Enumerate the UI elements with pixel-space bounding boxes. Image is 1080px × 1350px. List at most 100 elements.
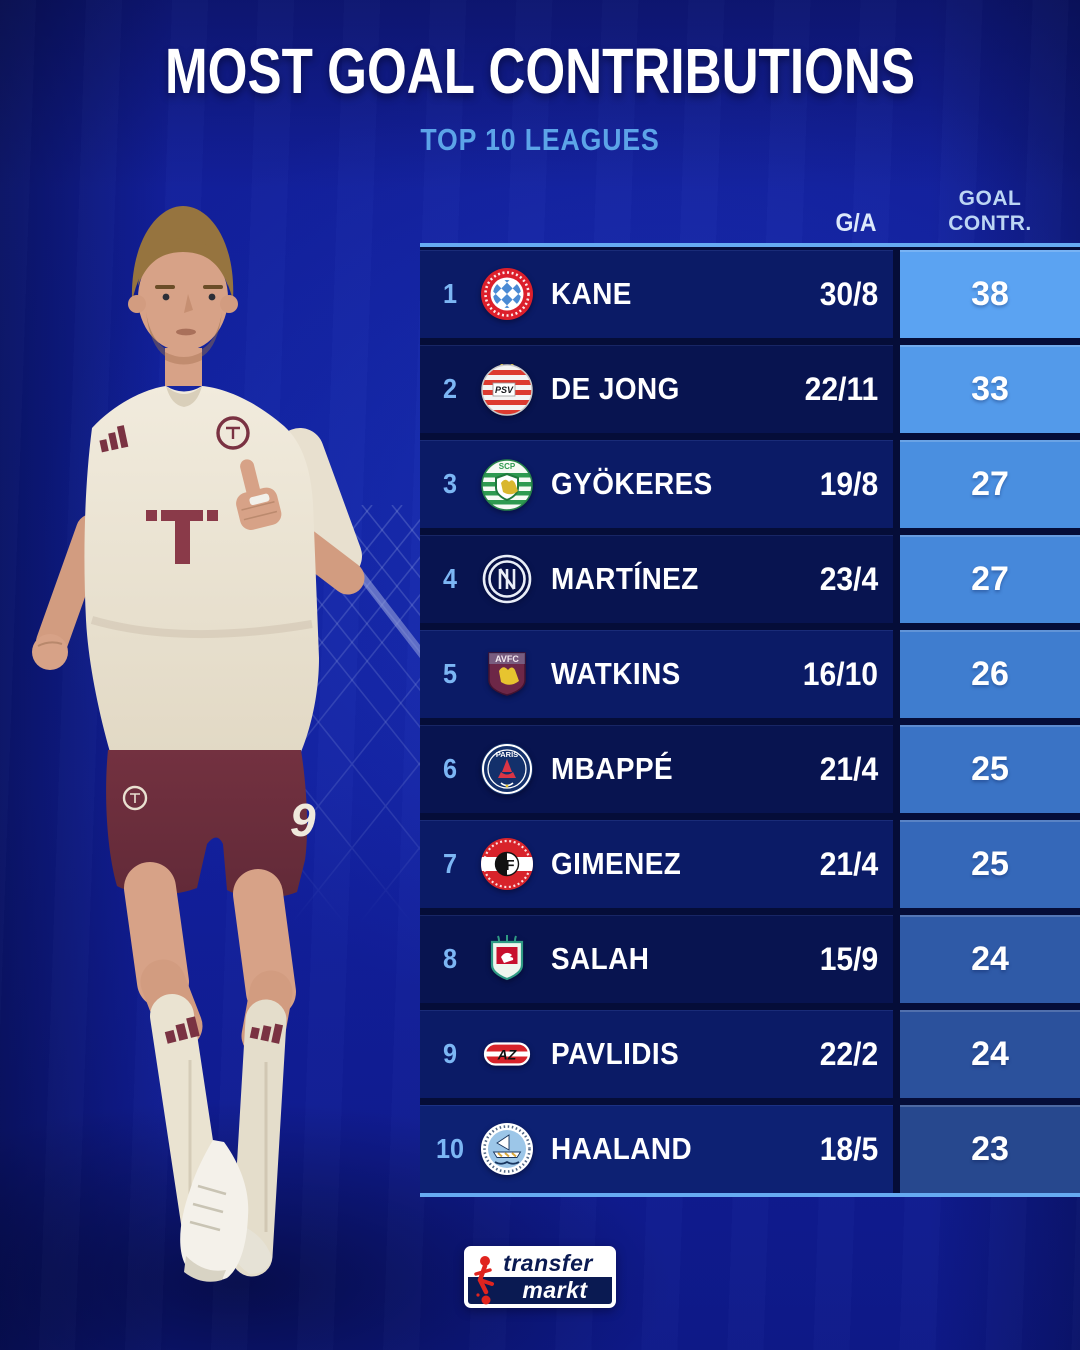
goal-contributions-cell: 23 [900, 1105, 1080, 1193]
svg-text:SCP: SCP [499, 462, 516, 471]
svg-text:F: F [505, 857, 514, 874]
svg-text:PSV: PSV [495, 385, 514, 395]
liverpool-badge [480, 932, 534, 986]
goals-assists-value: 16/10 [802, 655, 878, 692]
table-rows: 1 KANE 30/8 38 2 PSV DE JONG 22/11 33 [420, 250, 1080, 1193]
svg-text:AZ: AZ [497, 1047, 517, 1063]
svg-text:PARIS: PARIS [496, 750, 518, 759]
sporting-cp-badge: SCP [480, 457, 534, 511]
page-title: MOST GOAL CONTRIBUTIONS [165, 35, 915, 107]
player-cell: 4 MARTÍNEZ 23/4 [420, 535, 893, 623]
table-column-headers: G/A GOAL CONTR. [420, 178, 1080, 238]
player-name: MARTÍNEZ [551, 561, 699, 596]
goal-contributions-value: 33 [971, 369, 1009, 408]
goal-contributions-cell: 24 [900, 915, 1080, 1003]
goal-contributions-cell: 24 [900, 1010, 1080, 1098]
table-row: 4 MARTÍNEZ 23/4 27 [420, 535, 1080, 623]
table-row: 7 F GIMENEZ 21/4 25 [420, 820, 1080, 908]
goal-contributions-cell: 38 [900, 250, 1080, 338]
player-name: SALAH [551, 941, 650, 976]
goal-contributions-cell: 26 [900, 630, 1080, 718]
table-row: 2 PSV DE JONG 22/11 33 [420, 345, 1080, 433]
page-subtitle: TOP 10 LEAGUES [420, 122, 660, 157]
rank-number: 5 [442, 658, 458, 689]
goals-assists-value: 23/4 [819, 560, 878, 597]
goal-contributions-cell: 33 [900, 345, 1080, 433]
table-row: 3 SCP GYÖKERES 19/8 27 [420, 440, 1080, 528]
player-cell: 5 AVFC WATKINS 16/10 [420, 630, 893, 718]
goal-contributions-cell: 25 [900, 820, 1080, 908]
goal-contributions-value: 27 [971, 559, 1009, 598]
player-cell: 8 SALAH 15/9 [420, 915, 893, 1003]
player-name: GIMENEZ [551, 846, 682, 881]
rank-number: 6 [442, 753, 458, 784]
player-cell: 10 HAALAND 18/5 [420, 1105, 893, 1193]
table-row: 9 AZ PAVLIDIS 22/2 24 [420, 1010, 1080, 1098]
rank-number: 7 [442, 848, 458, 879]
goal-contributions-value: 38 [971, 274, 1009, 313]
player-cell: 7 F GIMENEZ 21/4 [420, 820, 893, 908]
rank-number: 4 [442, 563, 458, 594]
goal-contributions-value: 24 [971, 939, 1009, 978]
goals-assists-value: 18/5 [819, 1130, 878, 1167]
goal-contributions-value: 27 [971, 464, 1009, 503]
goal-contributions-cell: 25 [900, 725, 1080, 813]
goal-contributions-cell: 27 [900, 440, 1080, 528]
rank-number: 8 [442, 943, 458, 974]
transfermarkt-logo: transfer markt [464, 1246, 616, 1308]
player-cell: 9 AZ PAVLIDIS 22/2 [420, 1010, 893, 1098]
player-photo-harry-kane: 9 [32, 206, 365, 1282]
player-cell: 6 PARIS MBAPPÉ 21/4 [420, 725, 893, 813]
rank-number: 2 [442, 373, 458, 404]
az-alkmaar-badge: AZ [480, 1027, 534, 1081]
goal-contributions-value: 26 [971, 654, 1009, 693]
player-cell: 3 SCP GYÖKERES 19/8 [420, 440, 893, 528]
adidas-logo [99, 425, 129, 453]
rank-number: 10 [435, 1133, 465, 1164]
goals-assists-value: 21/4 [819, 845, 878, 882]
rank-number: 3 [442, 468, 458, 499]
goal-contributions-value: 25 [971, 749, 1009, 788]
goal-contributions-value: 25 [971, 844, 1009, 883]
psv-eindhoven-badge: PSV [480, 362, 534, 416]
inter-milan-badge [480, 552, 534, 606]
feyenoord-badge: F [480, 837, 534, 891]
goals-assists-value: 22/11 [804, 370, 878, 407]
bayern-crest-outline [216, 416, 250, 450]
table-row: 8 SALAH 15/9 24 [420, 915, 1080, 1003]
player-name: DE JONG [551, 371, 680, 406]
svg-text:9: 9 [290, 794, 316, 846]
player-name: KANE [551, 276, 632, 311]
column-header-ga: G/A [835, 209, 877, 237]
goals-assists-value: 19/8 [819, 465, 878, 502]
psg-badge: PARIS [480, 742, 534, 796]
goal-contributions-value: 23 [971, 1129, 1009, 1168]
manchester-city-badge [480, 1122, 534, 1176]
rank-number: 9 [442, 1038, 458, 1069]
player-name: GYÖKERES [551, 466, 713, 501]
bayern-munich-badge [480, 267, 534, 321]
column-header-goal-contr: GOAL CONTR. [948, 186, 1032, 236]
telekom-t-logo [146, 510, 218, 564]
table-row: 6 PARIS MBAPPÉ 21/4 25 [420, 725, 1080, 813]
table-top-border [420, 243, 1080, 247]
table-row: 1 KANE 30/8 38 [420, 250, 1080, 338]
goal-contributions-cell: 27 [900, 535, 1080, 623]
player-name: WATKINS [551, 656, 681, 691]
svg-text:AVFC: AVFC [495, 654, 519, 664]
goals-assists-value: 21/4 [819, 750, 878, 787]
table-row: 10 HAALAND 18/5 23 [420, 1105, 1080, 1193]
player-cell: 2 PSV DE JONG 22/11 [420, 345, 893, 433]
player-name: HAALAND [551, 1131, 693, 1166]
ranking-table: 1 KANE 30/8 38 2 PSV DE JONG 22/11 33 [420, 243, 1080, 1201]
transfermarkt-kicker-icon [474, 1256, 494, 1305]
rank-number: 1 [442, 278, 458, 309]
goals-assists-value: 15/9 [819, 940, 878, 977]
aston-villa-badge: AVFC [480, 647, 534, 701]
goals-assists-value: 30/8 [819, 275, 878, 312]
player-cell: 1 KANE 30/8 [420, 250, 893, 338]
table-row: 5 AVFC WATKINS 16/10 26 [420, 630, 1080, 718]
logo-word-transfer: transfer [468, 1250, 612, 1277]
table-bottom-border [420, 1193, 1080, 1197]
